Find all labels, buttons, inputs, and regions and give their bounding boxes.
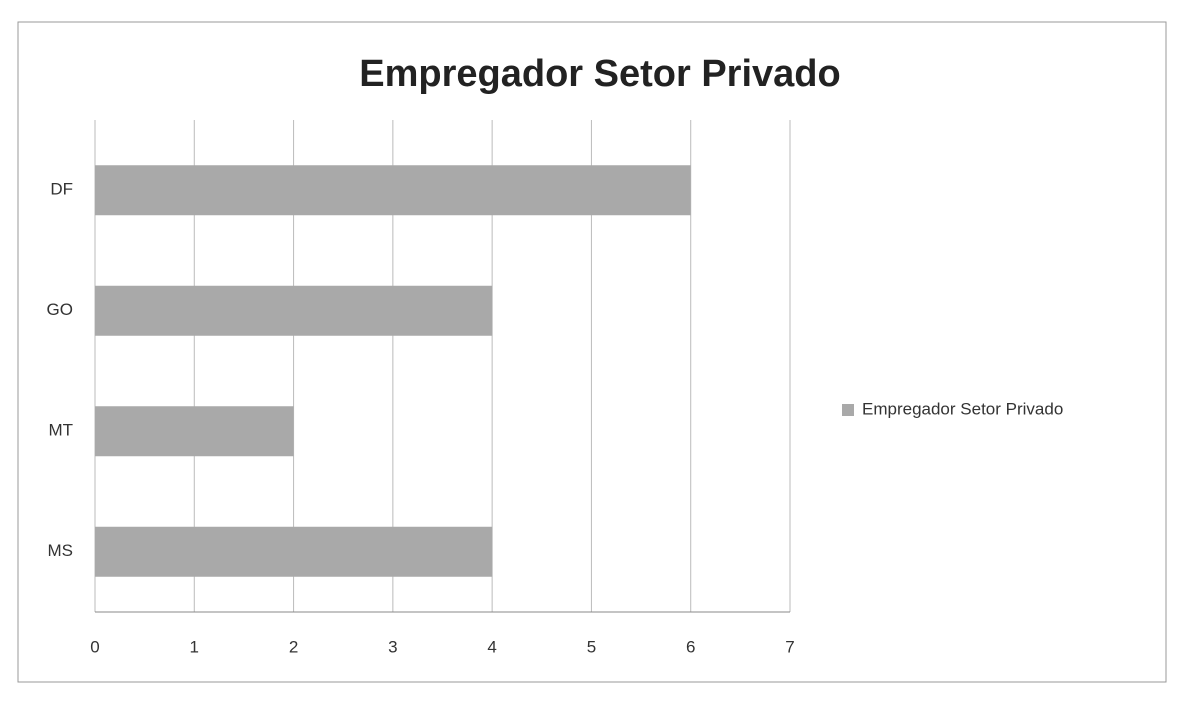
x-tick-label: 5 <box>587 637 596 656</box>
x-tick-label: 0 <box>90 637 99 656</box>
y-tick-label: MT <box>48 421 73 440</box>
bar <box>95 406 294 457</box>
chart-title: Empregador Setor Privado <box>359 53 840 95</box>
x-tick-label: 2 <box>289 637 298 656</box>
x-tick-label: 4 <box>487 637 496 656</box>
bar <box>95 165 691 216</box>
x-tick-label: 7 <box>785 637 794 656</box>
x-tick-label: 1 <box>190 637 199 656</box>
legend-label: Empregador Setor Privado <box>862 399 1063 418</box>
y-tick-label: DF <box>50 180 73 199</box>
x-tick-label: 6 <box>686 637 695 656</box>
chart-frame <box>17 21 1167 683</box>
x-tick-label: 3 <box>388 637 397 656</box>
bar <box>95 526 493 577</box>
y-tick-label: GO <box>47 300 73 319</box>
bar <box>95 285 493 336</box>
legend-swatch <box>842 404 854 416</box>
y-tick-label: MS <box>48 541 74 560</box>
